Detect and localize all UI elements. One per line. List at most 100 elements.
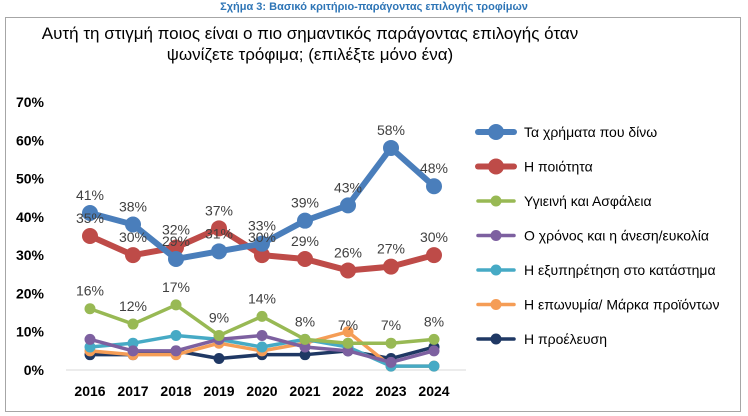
data-point bbox=[211, 220, 227, 237]
data-label: 8% bbox=[295, 313, 315, 329]
data-point bbox=[299, 341, 311, 353]
data-label: 30% bbox=[248, 229, 276, 245]
series-4 bbox=[84, 330, 440, 368]
y-tick-label: 0% bbox=[24, 362, 45, 378]
y-tick-label: 10% bbox=[16, 324, 45, 340]
data-point bbox=[340, 262, 356, 279]
series-3 bbox=[84, 299, 440, 349]
data-point bbox=[299, 333, 311, 345]
data-point bbox=[385, 356, 397, 368]
x-tick-label: 2023 bbox=[375, 383, 406, 399]
legend-label: Η προέλευση bbox=[524, 331, 607, 347]
data-label: 58% bbox=[377, 122, 405, 138]
data-label: 27% bbox=[377, 241, 405, 257]
legend-item: Τα χρήματα που δίνω bbox=[475, 124, 657, 140]
x-tick-label: 2016 bbox=[74, 383, 105, 399]
x-tick-label: 2018 bbox=[160, 383, 191, 399]
figure-caption: Σχήμα 3: Βασικό κριτήριο-παράγοντας επιλ… bbox=[220, 1, 528, 13]
x-tick-label: 2022 bbox=[332, 383, 363, 399]
data-point bbox=[168, 250, 184, 267]
data-point bbox=[342, 345, 354, 357]
legend-item: Η προέλευση bbox=[476, 331, 607, 347]
data-label: 26% bbox=[334, 244, 362, 260]
y-tick-label: 50% bbox=[16, 171, 45, 187]
data-point bbox=[168, 239, 184, 256]
legend-label: Η εξυπηρέτηση στο κατάστημα bbox=[524, 262, 716, 278]
data-point bbox=[256, 341, 268, 353]
y-tick-label: 70% bbox=[16, 94, 45, 110]
data-label: 30% bbox=[119, 229, 147, 245]
legend-swatch-marker bbox=[490, 195, 502, 207]
x-tick-label: 2024 bbox=[418, 383, 449, 399]
data-point bbox=[84, 303, 96, 315]
data-label: 32% bbox=[162, 221, 190, 237]
data-point bbox=[428, 345, 440, 357]
x-tick-label: 2019 bbox=[203, 383, 234, 399]
y-tick-label: 60% bbox=[16, 132, 45, 148]
legend-label: Ο χρόνος και η άνεση/ευκολία bbox=[524, 228, 709, 244]
legend-swatch-marker bbox=[488, 124, 504, 140]
data-label: 14% bbox=[248, 290, 276, 306]
legend-item: Η επωνυμία/ Μάρκα προϊόντων bbox=[476, 297, 719, 313]
data-label: 39% bbox=[291, 195, 319, 211]
data-label: 35% bbox=[76, 210, 104, 226]
data-point bbox=[84, 333, 96, 345]
legend-swatch-marker bbox=[490, 333, 502, 345]
data-point bbox=[213, 330, 225, 342]
data-point bbox=[340, 197, 356, 214]
legend-label: Η επωνυμία/ Μάρκα προϊόντων bbox=[524, 297, 719, 313]
chart-title-line-2: ψωνίζετε τρόφιμα; (επιλέξτε μόνο ένα) bbox=[166, 45, 454, 64]
data-point bbox=[127, 345, 139, 357]
data-label: 7% bbox=[338, 317, 358, 333]
data-point bbox=[256, 310, 268, 322]
data-label: 38% bbox=[119, 199, 147, 215]
y-tick-label: 20% bbox=[16, 285, 45, 301]
data-point bbox=[383, 258, 399, 275]
data-point bbox=[428, 360, 440, 372]
data-point bbox=[385, 337, 397, 349]
data-label: 16% bbox=[76, 283, 104, 299]
x-tick-label: 2021 bbox=[289, 383, 320, 399]
data-point bbox=[211, 243, 227, 260]
legend-label: Τα χρήματα που δίνω bbox=[524, 124, 657, 140]
series-1 bbox=[82, 139, 442, 267]
legend-item: Υγιεινή και Ασφάλεια bbox=[476, 193, 652, 209]
data-label: 33% bbox=[248, 218, 276, 234]
legend-swatch-marker bbox=[490, 299, 502, 310]
data-point bbox=[170, 345, 182, 357]
data-label: 12% bbox=[119, 298, 147, 314]
data-label: 43% bbox=[334, 179, 362, 195]
data-point bbox=[342, 326, 354, 338]
series-2 bbox=[82, 220, 442, 279]
data-point bbox=[84, 341, 96, 353]
data-label: 29% bbox=[291, 233, 319, 249]
data-point bbox=[299, 349, 311, 361]
data-point bbox=[428, 333, 440, 345]
data-label: 9% bbox=[209, 310, 229, 326]
data-point bbox=[213, 353, 225, 365]
y-tick-label: 30% bbox=[16, 247, 45, 263]
data-point bbox=[125, 216, 141, 233]
data-point bbox=[82, 205, 98, 222]
chart-title-line-1: Αυτή τη στιγμή ποιος είναι ο πιο σημαντι… bbox=[41, 24, 579, 43]
legend-label: Υγιεινή και Ασφάλεια bbox=[524, 193, 652, 209]
data-label: 29% bbox=[162, 233, 190, 249]
data-point bbox=[125, 247, 141, 264]
data-label: 31% bbox=[205, 225, 233, 241]
data-point bbox=[170, 299, 182, 311]
x-tick-label: 2020 bbox=[246, 383, 277, 399]
data-point bbox=[127, 337, 139, 349]
chart-frame bbox=[5, 17, 741, 412]
chart-title: Αυτή τη στιγμή ποιος είναι ο πιο σημαντι… bbox=[0, 23, 620, 65]
legend-swatch-marker bbox=[490, 230, 502, 241]
data-point bbox=[127, 318, 139, 330]
data-point bbox=[426, 178, 442, 195]
data-label: 8% bbox=[424, 313, 444, 329]
legend-swatch-marker bbox=[490, 264, 502, 276]
data-label: 7% bbox=[381, 317, 401, 333]
data-point bbox=[342, 337, 354, 349]
data-point bbox=[82, 228, 98, 244]
data-label: 37% bbox=[205, 202, 233, 218]
data-point bbox=[297, 212, 313, 229]
